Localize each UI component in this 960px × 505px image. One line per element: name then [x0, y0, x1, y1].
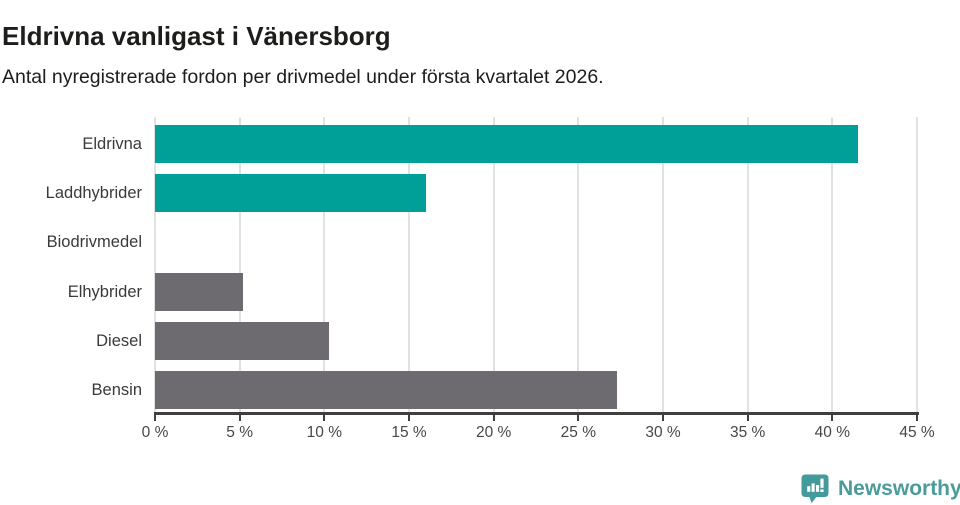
gridline: [916, 117, 918, 412]
gridline: [238, 117, 241, 412]
category-label: Bensin: [91, 380, 142, 399]
axis-tick: [662, 415, 664, 421]
gridline: [154, 117, 156, 412]
axis-tick: [577, 415, 580, 421]
bar: [155, 272, 244, 311]
gridline: [577, 117, 580, 412]
gridline: [408, 117, 410, 412]
x-tick-label: 45 %: [899, 424, 935, 441]
x-tick-label: 0 %: [141, 424, 169, 441]
category-label: Elhybrider: [67, 282, 142, 301]
plot-area: 0 % 5 % 10 % 15 % 20 % 25 % 30 % 35 % 40 % 45 % El…: [45, 117, 935, 441]
gridline: [831, 117, 834, 412]
gridline: [323, 117, 326, 412]
newsworthy-logo-link[interactable]: Newsworthy: [800, 473, 960, 504]
x-tick-label: 25 %: [560, 424, 596, 441]
axis-tick: [238, 415, 241, 421]
gridline: [662, 117, 664, 412]
chart-title: Eldrivna vanligast i Vänersborg: [2, 21, 391, 52]
x-tick-label: 35 %: [729, 424, 766, 441]
x-tick-label: 20 %: [475, 424, 512, 441]
axis-tick: [916, 415, 918, 421]
bar: [155, 321, 330, 360]
x-axis-line: [154, 412, 919, 415]
axis-tick: [323, 415, 326, 421]
x-tick-label: 30 %: [645, 424, 681, 441]
bar: [155, 125, 858, 164]
axis-tick: [492, 415, 495, 421]
category-label: Eldrivna: [82, 135, 142, 153]
category-label: Biodrivmedel: [46, 233, 142, 252]
axis-tick: [408, 415, 410, 421]
newsworthy-logo-icon: [800, 473, 830, 504]
x-tick-label: 5 %: [226, 424, 254, 441]
x-tick-label: 15 %: [391, 424, 427, 441]
chart-subtitle: Antal nyregistrerade fordon per drivmede…: [2, 66, 604, 88]
axis-tick: [831, 415, 834, 421]
axis-tick: [154, 415, 156, 421]
gridline: [492, 117, 495, 412]
axis-tick: [746, 415, 749, 421]
x-tick-label: 40 %: [814, 424, 850, 441]
category-label: Laddhybrider: [45, 184, 142, 203]
category-label: Diesel: [96, 331, 142, 350]
bar: [155, 174, 426, 213]
bar: [155, 370, 618, 410]
x-tick-label: 10 %: [306, 424, 342, 441]
gridline: [746, 117, 749, 412]
brand-name: Newsworthy: [838, 476, 960, 500]
